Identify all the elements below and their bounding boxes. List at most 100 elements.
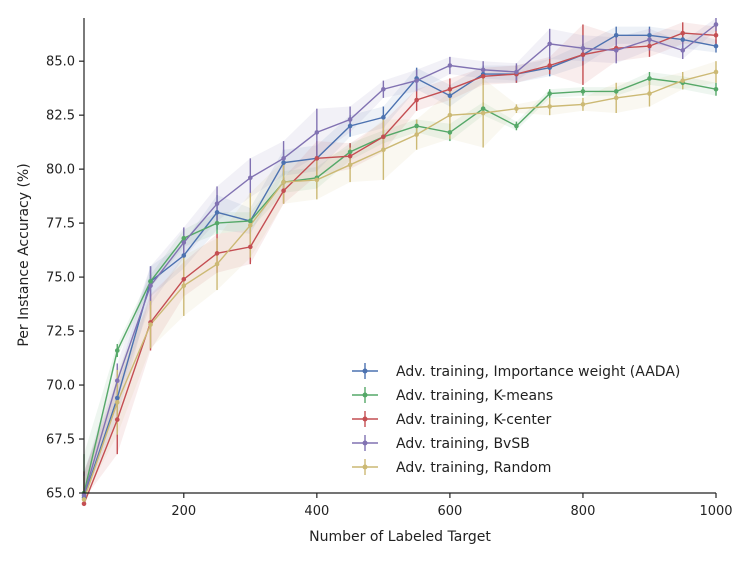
data-point [347,123,353,129]
series-points [81,22,719,507]
data-point [447,130,453,135]
legend-marker [362,368,368,374]
data-point [480,73,486,79]
data-point [447,112,453,118]
legend-label: Adv. training, K-center [396,412,552,428]
data-point [447,63,453,68]
data-point [181,240,187,245]
data-point [214,210,220,215]
legend-marker [362,440,368,446]
x-tick-label: 600 [437,504,462,519]
data-point [214,220,220,226]
data-point [114,400,120,405]
data-point [547,41,552,47]
data-point [680,30,686,36]
data-point [447,86,453,92]
series-line-0 [83,34,717,498]
data-point [414,132,419,137]
x-axis-label: Number of Labeled Target [309,529,491,545]
data-point [647,37,652,42]
y-tick-label: 70.0 [46,379,75,394]
data-point [447,93,453,99]
data-point [281,179,286,185]
data-point [647,32,652,38]
data-point [281,160,286,165]
data-point [148,322,153,327]
data-point [580,102,586,107]
data-point [381,115,386,120]
data-point [81,501,87,507]
series-line-4 [83,71,717,500]
data-point [414,78,419,83]
data-point [114,348,120,353]
data-point [347,153,353,159]
data-point [713,32,719,38]
data-point [81,492,87,498]
data-point [314,130,320,135]
data-point [680,78,686,83]
y-tick-label: 75.0 [46,271,75,286]
data-point [181,276,187,282]
y-tick-label: 85.0 [46,55,75,70]
series-line-2 [83,32,717,505]
y-tick-label: 77.5 [46,217,75,232]
legend: Adv. training, Importance weight (AADA) A… [352,363,680,476]
data-point [514,123,519,129]
data-point [181,283,187,289]
error-band-series-4 [84,61,716,499]
data-point [248,222,253,228]
y-tick-label: 65.0 [46,487,75,502]
legend-label: Adv. training, Random [396,460,551,476]
data-point [248,218,253,224]
data-point [713,86,719,92]
x-tick-label: 200 [171,504,196,519]
legend-marker [362,464,368,470]
series-line-3 [83,23,717,496]
legend-marker [362,416,368,422]
data-point [547,63,552,68]
data-point [647,43,652,49]
data-point [114,417,120,422]
data-point [314,156,320,161]
data-point [381,86,386,92]
data-point [613,89,619,94]
data-point [580,52,586,58]
data-point [214,261,220,267]
data-point [347,162,353,168]
y-tick-label: 72.5 [46,325,75,340]
y-axis-label: Per Instance Accuracy (%) [16,163,32,346]
data-point [148,283,153,289]
data-point [181,253,187,258]
data-point [414,97,419,103]
series-lines [83,23,717,505]
data-point [81,497,87,502]
data-point [514,106,519,111]
y-tick-label: 82.5 [46,109,75,124]
data-point [480,67,486,73]
data-point [713,43,719,49]
legend-marker [362,392,368,398]
x-ticks: 200 400 600 800 1000 [171,493,733,519]
data-point [647,91,652,96]
y-tick-label: 80.0 [46,163,75,178]
x-tick-label: 1000 [699,504,732,519]
data-point [613,48,619,53]
data-point [314,177,320,183]
data-point [347,149,353,155]
data-point [114,395,120,401]
legend-label: Adv. training, Importance weight (AADA) [396,364,680,380]
data-point [248,175,253,181]
data-point [713,69,719,75]
data-point [381,134,386,140]
data-point [680,37,686,42]
y-tick-label: 67.5 [46,433,75,448]
legend-label: Adv. training, K-means [396,388,553,404]
data-point [480,110,486,116]
data-point [347,117,353,122]
data-point [613,95,619,101]
data-point [148,279,153,284]
data-point [580,89,586,94]
data-point [214,201,220,206]
data-point [414,123,419,129]
